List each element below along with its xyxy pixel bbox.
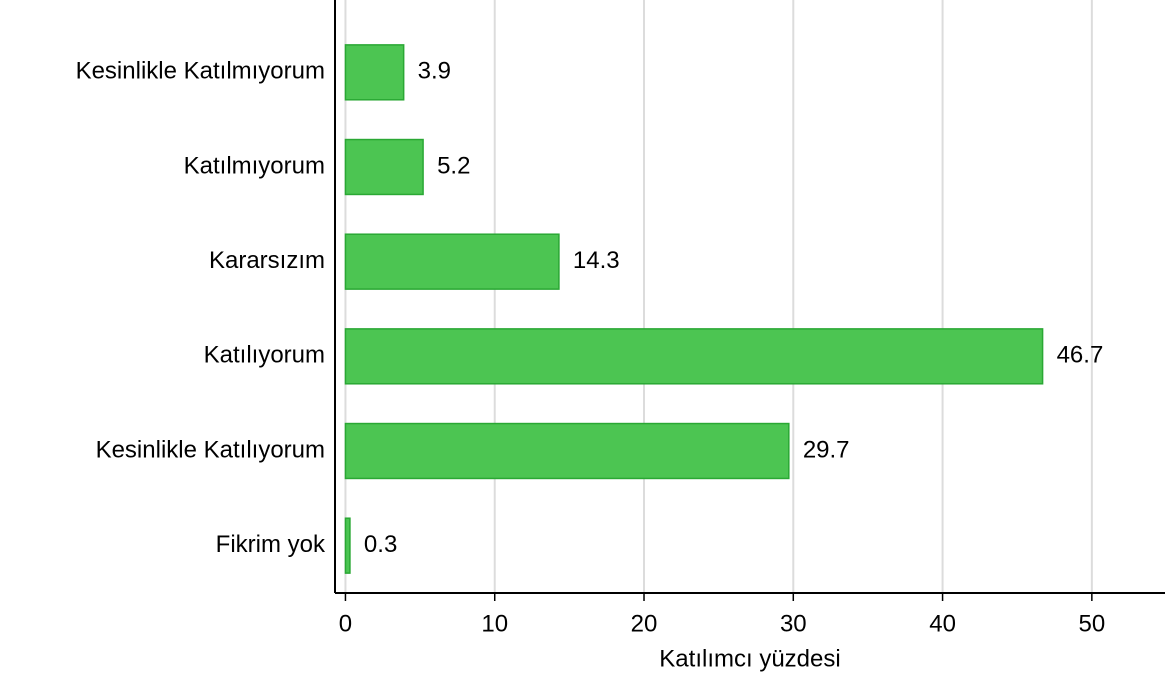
y-tick-label: Fikrim yok — [216, 531, 326, 558]
y-tick-label: Kesinlikle Katılmıyorum — [76, 58, 325, 85]
x-tick-label: 0 — [339, 610, 352, 637]
x-tick-label: 20 — [631, 610, 658, 637]
y-tick-label: Kesinlikle Katılıyorum — [96, 436, 325, 463]
x-axis-label: Katılımcı yüzdesi — [659, 645, 840, 672]
value-label: 46.7 — [1057, 342, 1104, 369]
bar — [344, 328, 1044, 385]
value-label: 5.2 — [437, 152, 470, 179]
bar — [344, 138, 424, 196]
bar — [344, 44, 405, 101]
y-tick-label: Kararsızım — [209, 247, 325, 274]
y-tick-label: Katılmıyorum — [184, 152, 325, 179]
value-label: 0.3 — [364, 531, 397, 558]
value-label: 29.7 — [803, 436, 850, 463]
x-tick-label: 30 — [780, 610, 807, 637]
bar — [344, 517, 351, 574]
value-label: 3.9 — [418, 58, 451, 85]
value-label: 14.3 — [573, 247, 620, 274]
bar — [344, 233, 560, 290]
x-tick-label: 50 — [1079, 610, 1106, 637]
y-tick-label: Katılıyorum — [204, 342, 325, 369]
x-tick-label: 10 — [481, 610, 508, 637]
x-tick-label: 40 — [929, 610, 956, 637]
bar — [344, 422, 790, 480]
